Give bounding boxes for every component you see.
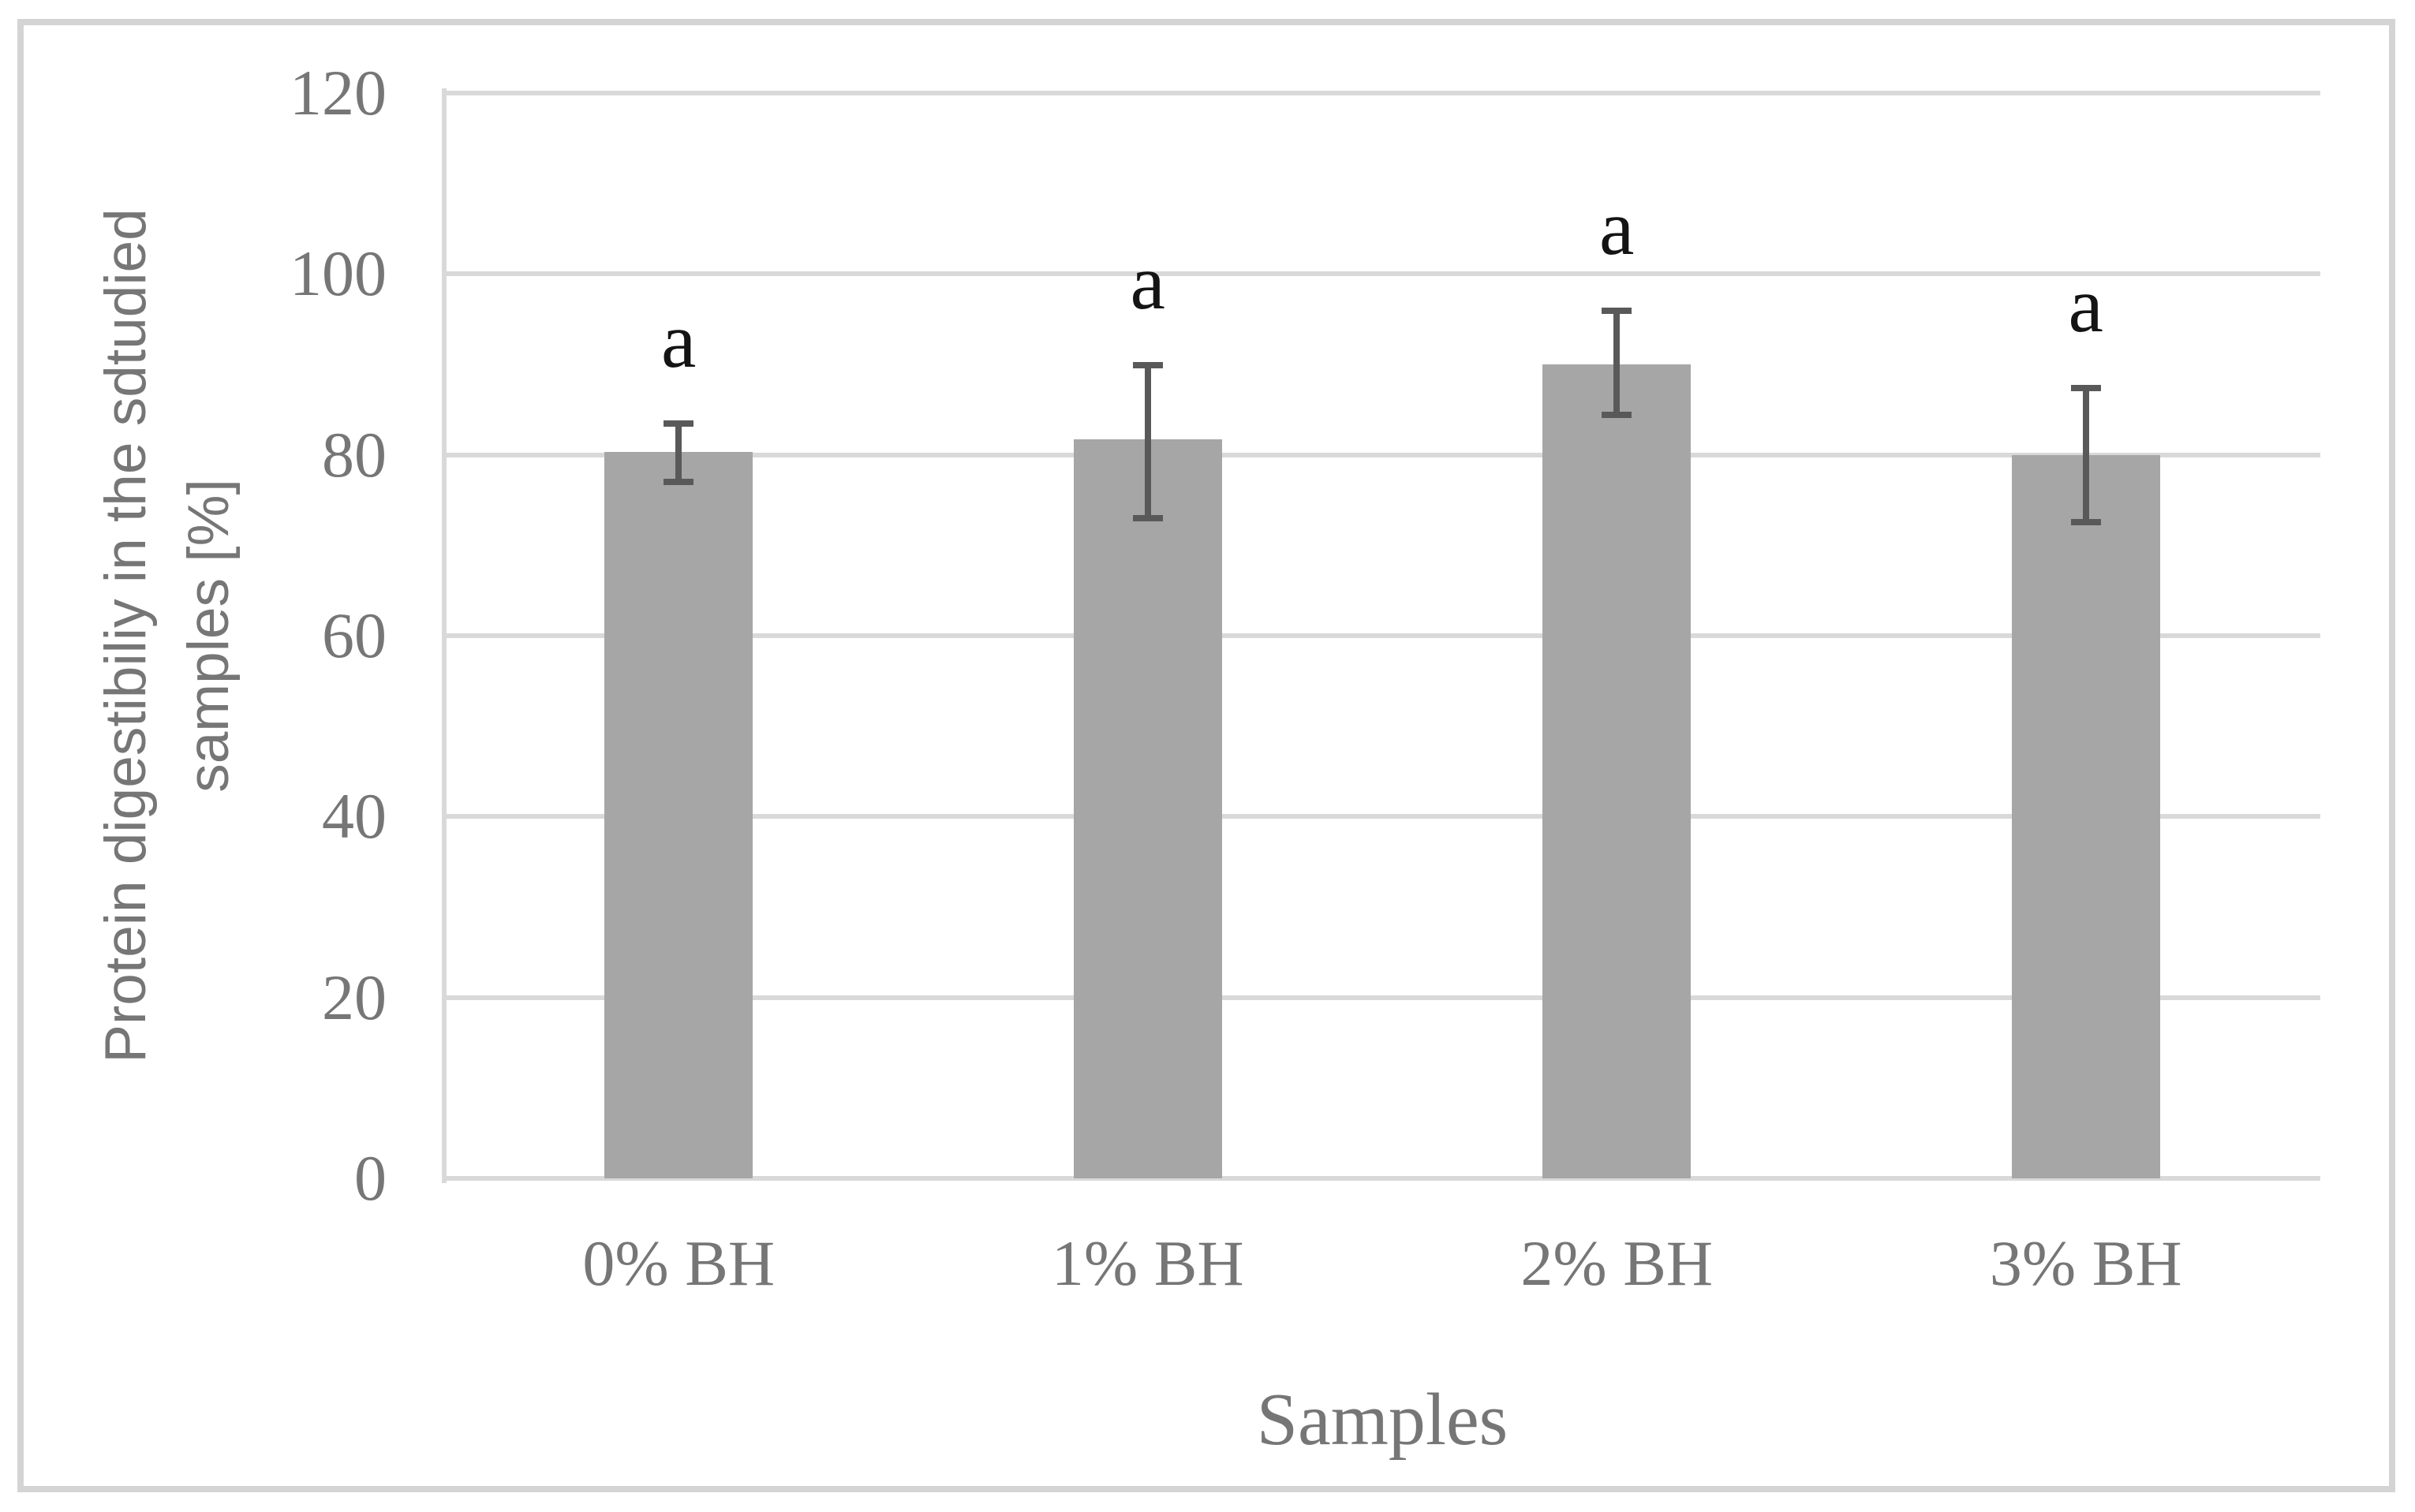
y-tick-label: 40 bbox=[322, 780, 387, 853]
gridline bbox=[444, 271, 2320, 277]
significance-letter: a bbox=[661, 296, 697, 384]
x-category-label: 1% BH bbox=[1051, 1227, 1244, 1299]
gridline bbox=[444, 91, 2320, 95]
bar bbox=[1073, 439, 1222, 1178]
figure-border bbox=[17, 19, 2395, 1492]
error-bar-cap-top bbox=[1132, 362, 1163, 369]
y-tick-label: 100 bbox=[290, 237, 387, 310]
significance-letter: a bbox=[1599, 184, 1635, 272]
bar bbox=[604, 452, 753, 1178]
error-bar-cap-bottom bbox=[1602, 412, 1632, 419]
error-bar-cap-bottom bbox=[2070, 518, 2101, 525]
x-category-label: 2% BH bbox=[1520, 1227, 1714, 1299]
error-bar-cap-bottom bbox=[664, 479, 694, 486]
x-category-label: 0% BH bbox=[582, 1227, 776, 1299]
bar bbox=[2011, 454, 2160, 1178]
significance-letter: a bbox=[1130, 238, 1165, 327]
x-category-label: 3% BH bbox=[1989, 1227, 2182, 1299]
bar bbox=[1542, 364, 1692, 1178]
gridline bbox=[444, 1176, 2320, 1181]
y-tick-label: 120 bbox=[290, 57, 387, 129]
significance-letter: a bbox=[2068, 260, 2103, 349]
error-bar-stem bbox=[1613, 311, 1621, 416]
error-bar-stem bbox=[2082, 387, 2089, 522]
y-tick-label: 60 bbox=[322, 599, 387, 671]
x-axis-title: Samples bbox=[1256, 1379, 1508, 1461]
error-bar-cap-bottom bbox=[1132, 514, 1163, 521]
y-tick-label: 20 bbox=[322, 961, 387, 1033]
gridline bbox=[444, 814, 2320, 819]
gridline bbox=[444, 452, 2320, 457]
gridline bbox=[444, 995, 2320, 1000]
gridline bbox=[444, 633, 2320, 638]
error-bar-cap-top bbox=[1602, 308, 1632, 315]
error-bar-stem bbox=[1144, 365, 1151, 518]
error-bar-cap-top bbox=[664, 420, 694, 427]
error-bar-cap-top bbox=[2070, 384, 2101, 391]
y-tick-label: 0 bbox=[354, 1142, 387, 1214]
y-tick-label: 80 bbox=[322, 418, 387, 491]
y-axis-line bbox=[442, 88, 447, 1183]
error-bar-stem bbox=[675, 423, 682, 483]
